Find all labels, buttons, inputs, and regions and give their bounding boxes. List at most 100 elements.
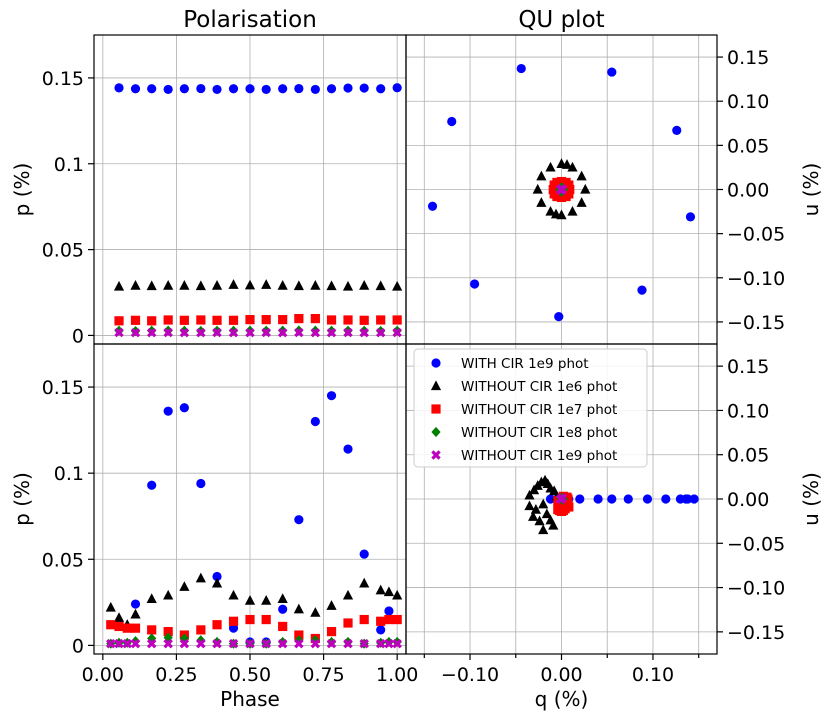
point-without-cir-1e6-phot <box>532 183 543 194</box>
point-with-cir-1e9-phot <box>114 83 124 93</box>
point-with-cir-1e9-phot <box>261 84 271 95</box>
grid-top-left <box>94 35 406 344</box>
point-with-cir-1e9-phot <box>637 285 647 295</box>
point-without-cir-1e9-phot <box>556 185 567 196</box>
series-without-cir-1e9-phot <box>555 493 568 504</box>
point-without-cir-1e7-phot <box>114 316 124 326</box>
point-without-cir-1e7-phot <box>245 315 255 325</box>
point-without-cir-1e7-phot <box>147 625 157 635</box>
point-without-cir-1e6-phot <box>293 603 304 614</box>
point-without-cir-1e7-phot <box>392 315 402 325</box>
legend-marker-circle <box>431 358 441 368</box>
point-with-cir-1e9-phot <box>575 494 585 504</box>
point-without-cir-1e6-phot <box>228 279 239 289</box>
panel-bottom-left: 0 0.05 0.1 0.15 0.00 0.25 0.50 0.75 1.00 Phase p (… <box>10 343 418 711</box>
point-without-cir-1e6-phot <box>130 280 141 290</box>
x-tick-label: 0.25 <box>155 664 197 686</box>
y-tick-label: 0.05 <box>727 135 769 157</box>
point-without-cir-1e7-phot <box>261 315 271 325</box>
point-without-cir-1e7-phot <box>212 620 222 630</box>
panel-title: QU plot <box>518 7 604 33</box>
point-without-cir-1e7-phot <box>196 625 206 635</box>
point-without-cir-1e7-phot <box>179 315 189 325</box>
point-without-cir-1e6-phot <box>375 584 386 595</box>
point-with-cir-1e9-phot <box>427 201 438 211</box>
point-without-cir-1e6-phot <box>261 279 272 289</box>
point-without-cir-1e9-phot <box>359 327 369 338</box>
point-without-cir-1e6-phot <box>392 280 403 291</box>
y-tick-label: 0.10 <box>727 91 769 113</box>
point-without-cir-1e6-phot <box>310 607 321 617</box>
y-tick-label: 0.05 <box>42 240 84 262</box>
point-without-cir-1e6-phot <box>130 608 141 619</box>
point-without-cir-1e9-phot <box>179 327 190 338</box>
point-without-cir-1e6-phot <box>567 161 578 172</box>
point-without-cir-1e9-phot <box>277 327 288 338</box>
point-without-cir-1e6-phot <box>538 498 549 509</box>
point-without-cir-1e7-phot <box>106 620 116 630</box>
point-without-cir-1e7-phot <box>147 316 157 326</box>
point-with-cir-1e9-phot <box>278 604 288 614</box>
point-without-cir-1e7-phot <box>278 621 288 632</box>
point-with-cir-1e9-phot <box>278 84 288 94</box>
point-with-cir-1e9-phot <box>623 494 633 504</box>
point-without-cir-1e6-phot <box>541 508 552 519</box>
x-tick-label: 1.00 <box>376 664 418 686</box>
point-without-cir-1e9-phot <box>375 327 386 338</box>
point-without-cir-1e6-phot <box>310 280 321 290</box>
y-tick-label: 0.05 <box>727 445 769 467</box>
point-with-cir-1e9-phot <box>294 515 304 525</box>
y-axis-label: p (%) <box>10 163 34 217</box>
point-without-cir-1e9-phot <box>228 327 239 338</box>
point-without-cir-1e7-phot <box>359 315 369 325</box>
legend-marker-square <box>431 404 441 414</box>
point-with-cir-1e9-phot <box>310 416 320 427</box>
point-without-cir-1e6-phot <box>524 500 535 511</box>
point-without-cir-1e9-phot <box>294 327 304 338</box>
panel-top-right: −0.15 −0.10 −0.05 0.00 0.05 0.10 0.15 QU plot u … <box>405 7 823 345</box>
series-without-cir-1e9-phot <box>106 638 402 649</box>
point-without-cir-1e6-phot <box>326 600 337 610</box>
point-without-cir-1e9-phot <box>163 327 173 338</box>
point-without-cir-1e6-phot <box>392 589 403 600</box>
point-without-cir-1e6-phot <box>536 170 547 181</box>
point-with-cir-1e9-phot <box>326 391 337 401</box>
point-without-cir-1e7-phot <box>228 616 239 626</box>
y-tick-label: 0 <box>72 635 84 657</box>
point-with-cir-1e9-phot <box>376 625 386 635</box>
point-without-cir-1e7-phot <box>294 630 304 640</box>
point-with-cir-1e9-phot <box>147 84 157 94</box>
y-axis-label: p (%) <box>10 472 34 526</box>
point-without-cir-1e6-phot <box>528 511 539 521</box>
point-without-cir-1e9-phot <box>326 327 337 338</box>
point-with-cir-1e9-phot <box>545 494 556 504</box>
point-without-cir-1e7-phot <box>326 315 337 325</box>
point-without-cir-1e9-phot <box>114 638 124 649</box>
point-without-cir-1e9-phot <box>146 638 157 649</box>
y-tick-label: 0.1 <box>54 154 84 176</box>
point-with-cir-1e9-phot <box>376 84 386 94</box>
point-without-cir-1e6-phot <box>195 280 206 291</box>
y-tick-label: 0.00 <box>727 489 769 511</box>
point-without-cir-1e6-phot <box>228 589 239 600</box>
legend-item: WITHOUT CIR 1e8 phot <box>431 425 617 441</box>
point-without-cir-1e6-phot <box>113 280 125 291</box>
point-with-cir-1e9-phot <box>212 84 222 95</box>
point-with-cir-1e9-phot <box>447 116 457 127</box>
point-without-cir-1e6-phot <box>538 524 549 535</box>
grid-bottom-left <box>94 344 406 654</box>
y-tick-label: −0.10 <box>727 268 785 290</box>
series-with-cir-1e9-phot <box>427 63 696 322</box>
point-without-cir-1e7-phot <box>245 614 255 625</box>
point-without-cir-1e6-phot <box>534 515 545 526</box>
point-with-cir-1e9-phot <box>294 83 304 94</box>
point-without-cir-1e6-phot <box>146 593 157 603</box>
point-without-cir-1e6-phot <box>105 601 116 612</box>
point-with-cir-1e9-phot <box>593 494 603 504</box>
point-with-cir-1e9-phot <box>642 494 653 504</box>
legend-marker-triangle <box>430 380 442 391</box>
point-without-cir-1e6-phot <box>277 593 288 603</box>
series-without-cir-1e9-phot <box>555 183 568 196</box>
point-with-cir-1e9-phot <box>245 84 255 94</box>
